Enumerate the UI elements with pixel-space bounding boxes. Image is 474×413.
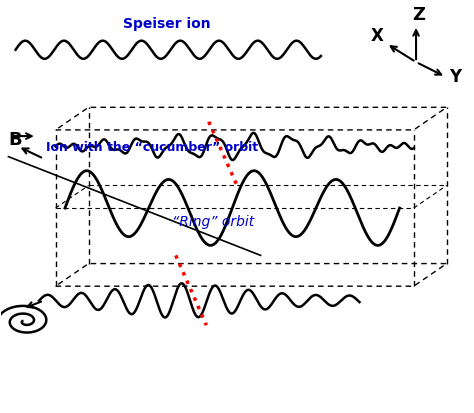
Text: “Ring” orbit: “Ring” orbit — [173, 214, 255, 228]
Text: B: B — [9, 131, 22, 149]
Text: Speiser ion: Speiser ion — [122, 17, 210, 31]
Text: Z: Z — [412, 6, 425, 24]
Text: Y: Y — [449, 67, 461, 85]
Text: Ion with the “cucumber” orbit: Ion with the “cucumber” orbit — [46, 141, 258, 154]
Text: X: X — [371, 27, 384, 45]
